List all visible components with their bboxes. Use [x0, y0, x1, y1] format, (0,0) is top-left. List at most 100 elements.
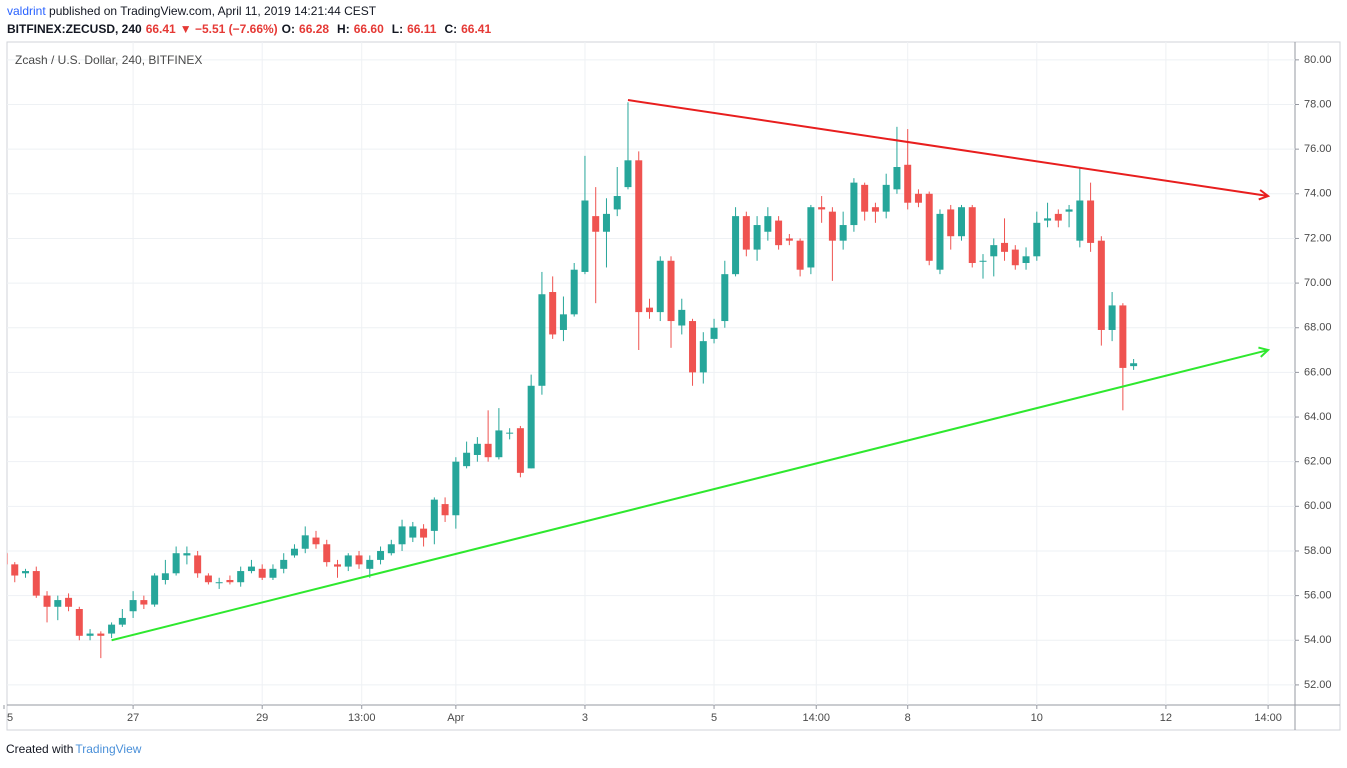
candle [925, 191, 933, 266]
candle-body [1044, 218, 1052, 221]
candle-body [656, 260, 664, 313]
candle-body [635, 160, 643, 313]
candle-body [721, 274, 729, 322]
y-tick-label: 72.00 [1304, 232, 1332, 244]
footer-text: Created with [6, 742, 74, 756]
candle [570, 263, 578, 317]
candle [839, 211, 847, 250]
candle [495, 408, 503, 460]
trend-arrowhead [1258, 189, 1271, 201]
candle-body [312, 537, 320, 545]
candle-body [151, 575, 159, 605]
trend-line [111, 349, 1269, 642]
high-label: H: [337, 22, 350, 36]
candle-body [850, 182, 858, 226]
x-tick-label: 5 [711, 712, 717, 724]
candle-body [32, 571, 40, 596]
candle-body [646, 307, 653, 313]
candle [516, 425, 524, 478]
candle-body [194, 555, 202, 574]
candle-body [796, 240, 804, 270]
candle-body [785, 238, 793, 241]
candle-body [398, 526, 406, 545]
candle-body [914, 193, 922, 203]
candle-body [430, 499, 438, 531]
candle [1001, 218, 1009, 261]
candle [1011, 245, 1019, 270]
candle [667, 256, 675, 348]
high-value: 66.60 [353, 22, 384, 36]
candle-body [667, 260, 675, 322]
candle [957, 204, 965, 241]
candle-body [11, 564, 19, 576]
y-tick-label: 66.00 [1304, 366, 1332, 378]
candle-body [1076, 200, 1084, 241]
candle-body [75, 609, 83, 636]
candle-body [527, 385, 535, 469]
candle-body [323, 544, 331, 563]
candle-body [925, 193, 933, 261]
candle-body [742, 216, 750, 250]
candle [581, 155, 589, 275]
candle-body [1033, 222, 1041, 257]
candle [366, 555, 374, 578]
y-tick-label: 80.00 [1304, 54, 1332, 66]
candle-body [1054, 213, 1062, 221]
y-tick-label: 60.00 [1304, 500, 1332, 512]
author[interactable]: valdrint [7, 4, 46, 18]
candle [1033, 211, 1041, 261]
candle [32, 566, 40, 598]
candle [678, 298, 686, 335]
x-tick-label: 29 [256, 712, 268, 724]
candle [226, 575, 234, 585]
candle [441, 497, 449, 522]
candle-body [839, 225, 847, 241]
candle [355, 550, 363, 569]
candle [1119, 303, 1127, 411]
candle-body [409, 526, 417, 538]
y-tick-label: 62.00 [1304, 456, 1332, 468]
candle [710, 318, 718, 344]
candle [140, 595, 148, 610]
candle [990, 238, 998, 277]
y-tick-label: 70.00 [1304, 277, 1332, 289]
close-label: C: [444, 22, 458, 36]
footer-brand[interactable]: TradingView [75, 742, 142, 756]
candle [1044, 202, 1052, 228]
candle-body [140, 600, 148, 605]
candle-body [377, 550, 385, 560]
y-tick-label: 54.00 [1304, 634, 1332, 646]
candle-body [43, 595, 51, 607]
symbol: BITFINEX:ZECUSD, 240 [7, 22, 142, 36]
candle [258, 564, 266, 580]
candle-body [484, 443, 492, 458]
candle [527, 374, 535, 469]
candle [613, 167, 621, 217]
candle [463, 441, 471, 469]
candle [893, 126, 901, 194]
candle [732, 207, 740, 277]
candle [1065, 204, 1073, 228]
chart-frame [6, 41, 1341, 731]
candle-body [1119, 305, 1127, 368]
candle-body [882, 184, 890, 212]
candle [1130, 358, 1138, 370]
candle-body [807, 207, 815, 268]
candle-body [861, 184, 869, 212]
axes: 52.00 54.00 56.00 58.00 60.00 62.00 64.00 66.00… [3, 54, 1332, 724]
candle [968, 204, 976, 268]
quote-line: BITFINEX:ZECUSD, 240 66.41 ▼ −5.51 (−7.66%… [7, 22, 499, 36]
candle-body [452, 461, 460, 516]
candle-body [818, 207, 826, 210]
candle [656, 256, 664, 322]
candle-body [54, 600, 62, 607]
candle [452, 457, 460, 529]
candle-body [1011, 249, 1019, 266]
trend-arrowhead [1258, 346, 1271, 358]
candle-body [990, 245, 998, 257]
x-tick-label: 27 [127, 712, 139, 724]
candle-body [699, 341, 707, 373]
candle-body [495, 430, 503, 458]
candle-body [979, 260, 987, 262]
